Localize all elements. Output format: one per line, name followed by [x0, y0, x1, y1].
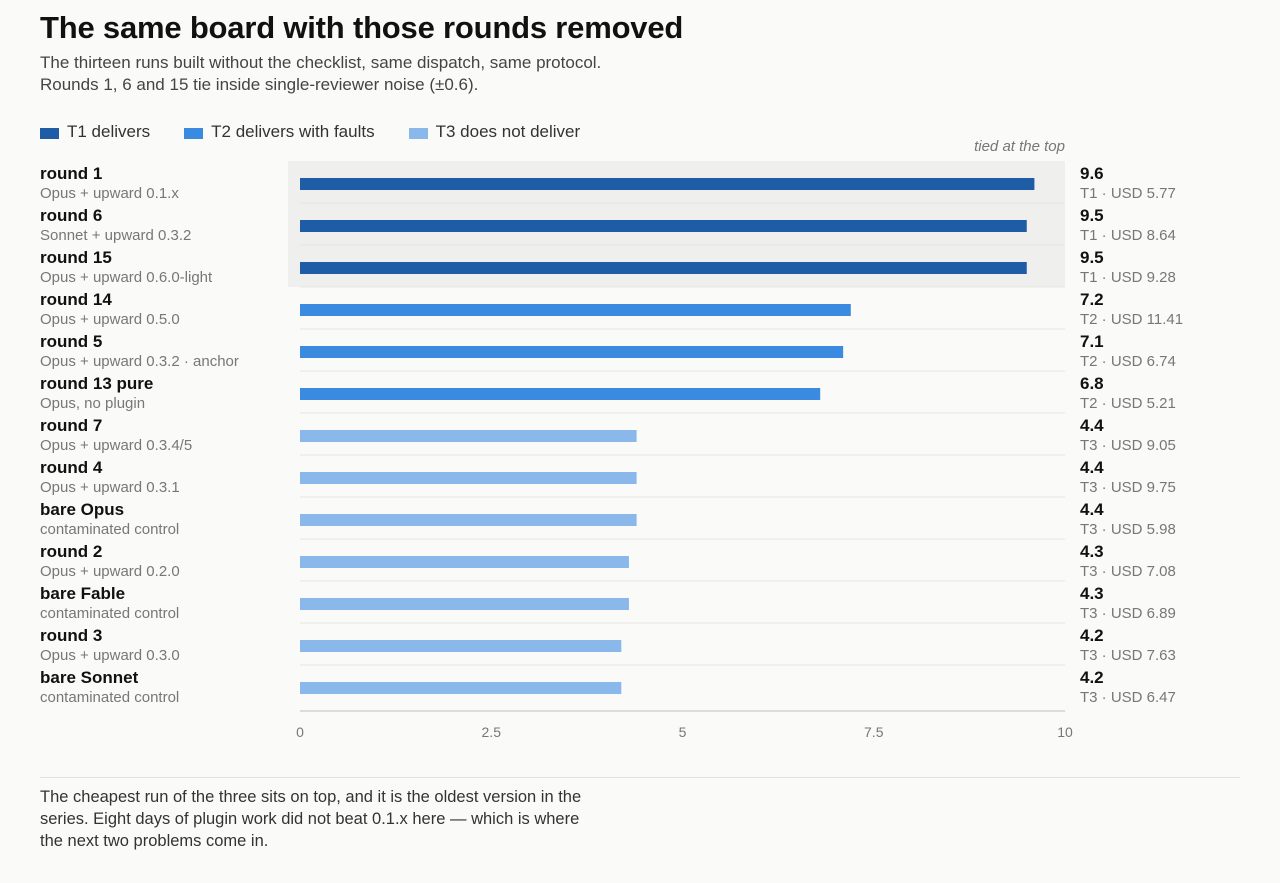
row-label-name: bare Opus — [40, 500, 124, 519]
bar — [300, 682, 622, 694]
tier-cost-label: T3 · USD 9.05 — [1080, 437, 1176, 454]
row-label-name: round 3 — [40, 626, 102, 645]
bar — [300, 472, 637, 484]
row-label-name: bare Sonnet — [40, 668, 139, 687]
bar — [300, 178, 1035, 190]
bar — [300, 262, 1027, 274]
tier-cost-label: T1 · USD 5.77 — [1080, 185, 1176, 202]
row-label-sub: Opus + upward 0.5.0 — [40, 311, 180, 328]
chart-title: The same board with those rounds removed — [40, 10, 684, 45]
row-label-sub: Opus + upward 0.2.0 — [40, 563, 180, 580]
row-label-sub: Opus + upward 0.6.0-light — [40, 269, 213, 286]
tier-cost-label: T3 · USD 5.98 — [1080, 521, 1176, 538]
row-label-sub: contaminated control — [40, 521, 179, 538]
value-label: 4.4 — [1080, 500, 1104, 519]
row-label-name: round 4 — [40, 458, 103, 477]
tier-cost-label: T1 · USD 8.64 — [1080, 227, 1176, 244]
legend-swatch-t3 — [408, 128, 428, 139]
value-label: 4.3 — [1080, 542, 1104, 561]
legend-item-t2: T2 delivers with faults — [184, 122, 375, 142]
legend-swatch-t1 — [40, 128, 59, 139]
legend-swatch-t2 — [184, 128, 204, 139]
x-tick-label: 7.5 — [864, 724, 884, 740]
bar — [300, 598, 629, 610]
x-tick-label: 5 — [679, 724, 687, 740]
row-label-sub: Sonnet + upward 0.3.2 — [40, 227, 191, 244]
bar — [300, 304, 851, 316]
value-label: 4.2 — [1080, 626, 1104, 645]
bar-chart: round 1 Opus + upward 0.1.x 9.6 T1 · USD 5.… — [40, 161, 1183, 740]
value-label: 4.4 — [1080, 416, 1104, 435]
x-tick-label: 0 — [296, 724, 304, 740]
footnote-divider — [40, 777, 1240, 778]
row-label-name: round 6 — [40, 206, 102, 225]
row-label-sub: Opus, no plugin — [40, 395, 145, 412]
tied-at-top-note: tied at the top — [974, 138, 1065, 155]
bar — [300, 556, 629, 568]
row-label-sub: contaminated control — [40, 689, 179, 706]
row-label-sub: Opus + upward 0.3.4/5 — [40, 437, 192, 454]
bar — [300, 640, 622, 652]
tier-cost-label: T2 · USD 11.41 — [1080, 311, 1183, 328]
tier-cost-label: T3 · USD 7.63 — [1080, 647, 1176, 664]
legend-item-t3: T3 does not deliver — [408, 122, 581, 142]
bar — [300, 388, 821, 400]
x-tick-label: 2.5 — [482, 724, 502, 740]
value-label: 9.5 — [1080, 248, 1104, 267]
row-label-sub: contaminated control — [40, 605, 179, 622]
tier-cost-label: T1 · USD 9.28 — [1080, 269, 1176, 286]
legend-label-t1: T1 delivers — [67, 122, 151, 141]
legend-label-t2: T2 delivers with faults — [211, 122, 375, 141]
value-label: 9.6 — [1080, 164, 1104, 183]
row-label-sub: Opus + upward 0.3.2 · anchor — [40, 353, 239, 370]
tier-cost-label: T3 · USD 6.89 — [1080, 605, 1176, 622]
legend-label-t3: T3 does not deliver — [435, 122, 581, 141]
value-label: 4.3 — [1080, 584, 1104, 603]
row-label-name: round 7 — [40, 416, 102, 435]
tier-cost-label: T2 · USD 5.21 — [1080, 395, 1176, 412]
value-label: 9.5 — [1080, 206, 1104, 225]
chart-subtitle: The thirteen runs built without the chec… — [40, 53, 602, 94]
row-label-sub: Opus + upward 0.3.1 — [40, 479, 180, 496]
row-label-name: round 2 — [40, 542, 102, 561]
row-label-sub: Opus + upward 0.3.0 — [40, 647, 180, 664]
value-label: 6.8 — [1080, 374, 1104, 393]
bar — [300, 514, 637, 526]
value-label: 4.2 — [1080, 668, 1104, 687]
tier-cost-label: T3 · USD 7.08 — [1080, 563, 1176, 580]
value-label: 7.1 — [1080, 332, 1104, 351]
tier-cost-label: T2 · USD 6.74 — [1080, 353, 1176, 370]
legend-item-t1: T1 delivers — [40, 122, 150, 142]
row-label-name: round 1 — [40, 164, 102, 183]
x-tick-label: 10 — [1057, 724, 1073, 740]
row-label-name: round 5 — [40, 332, 102, 351]
row-label-name: round 14 — [40, 290, 112, 309]
footnote: The cheapest run of the three sits on to… — [40, 788, 582, 850]
row-label-name: round 15 — [40, 248, 112, 267]
value-label: 4.4 — [1080, 458, 1104, 477]
row-label-name: bare Fable — [40, 584, 125, 603]
row-label-sub: Opus + upward 0.1.x — [40, 185, 179, 202]
value-label: 7.2 — [1080, 290, 1104, 309]
tier-cost-label: T3 · USD 6.47 — [1080, 689, 1176, 706]
legend: T1 delivers T2 delivers with faults T3 d… — [40, 122, 580, 142]
bar — [300, 220, 1027, 232]
tier-cost-label: T3 · USD 9.75 — [1080, 479, 1176, 496]
bar — [300, 430, 637, 442]
bar — [300, 346, 844, 358]
row-label-name: round 13 pure — [40, 374, 153, 393]
